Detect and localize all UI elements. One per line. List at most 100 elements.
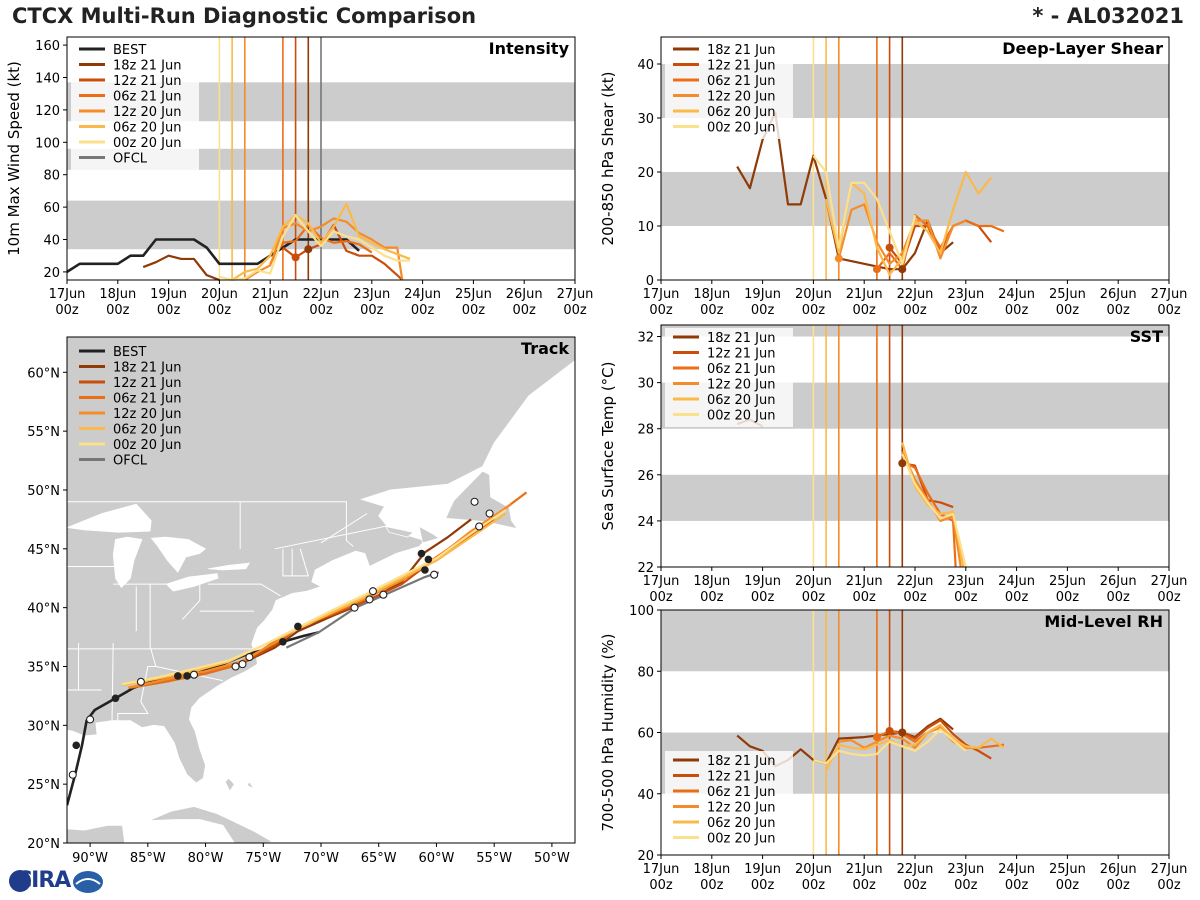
track-land-6	[224, 777, 235, 793]
track-legend-label: 12z 20 Jun	[113, 407, 182, 422]
track-point-open	[136, 677, 145, 686]
sst-xtick-day: 25Jun	[1049, 574, 1086, 589]
track-land-5	[418, 525, 440, 544]
sst-xtick-day: 21Jun	[846, 574, 883, 589]
intensity-xtick-hour: 00z	[106, 303, 130, 318]
sst-xtick-hour: 00z	[853, 590, 877, 605]
rh-xtick-hour: 00z	[954, 878, 978, 893]
rh-xtick-hour: 00z	[1157, 878, 1181, 893]
intensity-series-line	[219, 214, 410, 282]
rh-ylabel: 700-500 hPa Humidity (%)	[599, 633, 617, 831]
intensity-xtick-day: 27Jun	[557, 287, 594, 302]
track-point-open	[245, 653, 254, 662]
sst-xtick-day: 23Jun	[947, 574, 984, 589]
intensity-legend-label: 18z 21 Jun	[113, 59, 182, 74]
track-border	[67, 501, 354, 547]
shear-ytick-label: 0	[646, 274, 654, 289]
sst-title: SST	[1130, 327, 1163, 346]
intensity-xtick-hour: 00z	[259, 303, 283, 318]
rh-ytick-label: 60	[637, 727, 654, 742]
track-border	[182, 584, 201, 620]
shear-init-marker	[872, 265, 881, 274]
track-lake-3	[165, 573, 219, 592]
rh-xtick-day: 23Jun	[947, 862, 984, 877]
shear-xtick-day: 26Jun	[1100, 287, 1137, 302]
figure-title: CTCX Multi-Run Diagnostic Comparison	[12, 4, 477, 28]
track-point-open	[365, 595, 374, 604]
track-map-layer	[67, 337, 575, 843]
rh-xtick-hour: 00z	[700, 878, 724, 893]
shear-xtick-hour: 00z	[802, 303, 826, 318]
track-xtick-label: 80°W	[188, 851, 224, 866]
rh-xtick-day: 19Jun	[744, 862, 781, 877]
shear-init-marker	[834, 254, 843, 263]
track-point-open	[189, 670, 199, 679]
rh-legend-label: 06z 21 Jun	[707, 785, 776, 800]
shear-xtick-hour: 00z	[903, 303, 927, 318]
sst-xtick-hour: 00z	[700, 590, 724, 605]
shear-ylabel: 200-850 hPa Shear (kt)	[599, 72, 617, 246]
rh-title: Mid-Level RH	[1044, 612, 1163, 631]
sst-legend-label: 12z 20 Jun	[707, 378, 776, 393]
track-point-filled	[294, 622, 302, 631]
track-point-open	[368, 587, 378, 596]
intensity-legend-label: OFCL	[113, 152, 148, 167]
sst-series-line	[901, 460, 957, 568]
track-xtick-label: 75°W	[245, 851, 281, 866]
shear-xtick-day: 21Jun	[846, 287, 883, 302]
track-series-line	[122, 509, 507, 686]
shear-legend-label: 00z 20 Jun	[707, 121, 776, 136]
track-point-open	[350, 603, 359, 612]
intensity-series-line	[142, 254, 220, 282]
rh-legend-label: 12z 20 Jun	[707, 801, 776, 816]
track-legend-label: OFCL	[113, 454, 148, 469]
rh-xtick-day: 27Jun	[1151, 862, 1188, 877]
track-legend-label: 06z 21 Jun	[113, 392, 182, 407]
sst-xtick-day: 18Jun	[693, 574, 730, 589]
intensity-xtick-day: 23Jun	[353, 287, 390, 302]
track-xtick-label: 50°W	[534, 851, 570, 866]
rh-xtick-day: 22Jun	[897, 862, 934, 877]
track-border	[320, 513, 368, 544]
track-lake-2	[150, 536, 207, 573]
rh-xtick-day: 18Jun	[693, 862, 730, 877]
intensity-xtick-hour: 00z	[563, 303, 587, 318]
intensity-series-line	[269, 223, 373, 265]
rh-legend-bg	[665, 751, 793, 850]
track-point-filled	[421, 566, 429, 574]
shear-xtick-day: 17Jun	[643, 287, 680, 302]
track-ytick-label: 45°N	[27, 543, 60, 558]
track-ytick-label: 55°N	[27, 425, 60, 440]
shear-xtick-hour: 00z	[954, 303, 978, 318]
rh-init-marker	[885, 726, 894, 735]
track-land-2	[148, 806, 274, 843]
intensity-xtick-day: 20Jun	[201, 287, 238, 302]
track-lake-0	[67, 503, 152, 533]
track-legend-label: 00z 20 Jun	[113, 438, 182, 453]
shear-xtick-hour: 00z	[1157, 303, 1181, 318]
track-point-open	[68, 770, 77, 779]
shear-series-line	[812, 155, 917, 265]
intensity-legend-label: 00z 20 Jun	[113, 136, 182, 151]
shear-ytick-label: 20	[637, 166, 654, 181]
shear-ytick-label: 40	[637, 58, 654, 73]
sst-ytick-label: 32	[637, 331, 654, 346]
shear-series-line	[837, 203, 967, 265]
track-point-filled	[279, 637, 287, 646]
intensity-series-line	[282, 223, 404, 281]
rh-ytick-label: 100	[629, 604, 654, 619]
intensity-xtick-hour: 00z	[157, 303, 181, 318]
rh-ytick-label: 20	[637, 849, 654, 864]
sst-xtick-day: 24Jun	[998, 574, 1035, 589]
sst-xtick-day: 17Jun	[643, 574, 680, 589]
shear-ytick-label: 10	[637, 220, 654, 235]
intensity-ytick-label: 100	[35, 136, 60, 151]
sst-ylabel: Sea Surface Temp (°C)	[599, 361, 617, 530]
sst-ytick-label: 24	[637, 515, 654, 530]
intensity-series-line	[244, 217, 404, 281]
intensity-series-line	[231, 202, 411, 281]
shear-legend-label: 18z 21 Jun	[707, 43, 776, 58]
shear-xtick-hour: 00z	[853, 303, 877, 318]
sst-xtick-day: 19Jun	[744, 574, 781, 589]
shear-xtick-day: 25Jun	[1049, 287, 1086, 302]
